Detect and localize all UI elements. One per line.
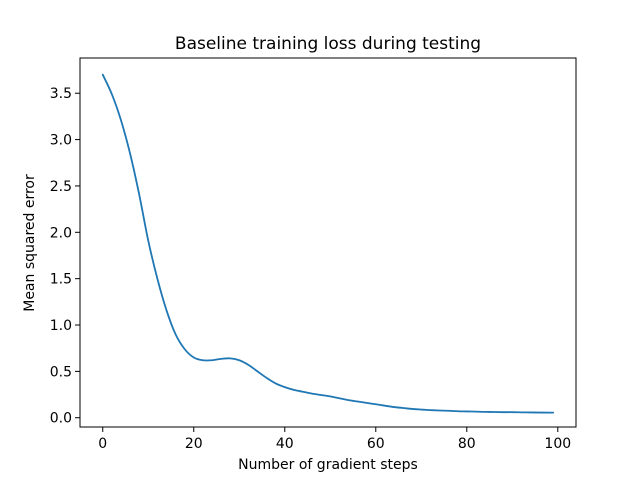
x-tick-label: 100 [544,436,571,452]
x-axis-ticks: 0 20 40 60 80 100 [98,427,571,452]
chart-title: Baseline training loss during testing [175,34,481,54]
x-tick-label: 80 [458,436,476,452]
x-tick-label: 60 [367,436,385,452]
x-tick-label: 40 [276,436,294,452]
y-tick-label: 0.0 [50,411,72,427]
y-tick-label: 3.0 [50,133,72,149]
y-tick-label: 0.5 [50,364,72,380]
y-tick-label: 1.0 [50,318,72,334]
series-line [101,73,555,414]
y-tick-label: 3.5 [50,86,72,102]
plot-frame [79,57,577,428]
y-tick-label: 2.0 [50,225,72,241]
x-tick-label: 20 [185,436,203,452]
y-axis-label: Mean squared error [22,174,38,312]
y-axis-ticks: 0.0 0.5 1.0 1.5 2.0 2.5 3.0 3.5 [50,86,80,427]
x-axis-label: Number of gradient steps [238,457,418,473]
x-tick-label: 0 [98,436,107,452]
y-tick-label: 2.5 [50,179,72,195]
y-tick-label: 1.5 [50,272,72,288]
